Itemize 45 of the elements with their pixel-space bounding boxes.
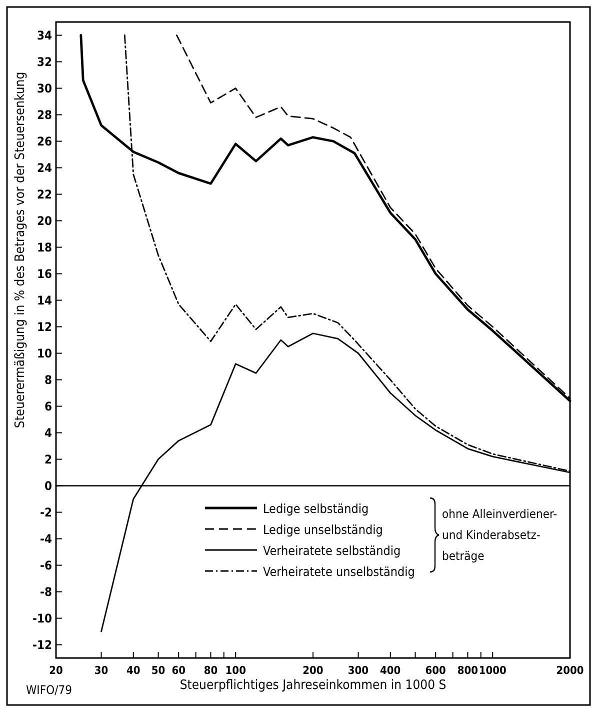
y-tick-label: 18 (36, 240, 52, 254)
x-tick-label: 30 (94, 664, 108, 677)
y-tick-label: -2 (40, 505, 52, 520)
x-tick-label: 800 (457, 664, 478, 677)
legend-label: Verheiratete selbständig (263, 543, 401, 558)
y-tick-label: 34 (36, 28, 52, 42)
y-tick-label: -8 (40, 584, 52, 599)
x-tick-label: 400 (380, 664, 401, 677)
y-tick-label: 2 (44, 452, 52, 466)
x-tick-label: 1000 (478, 664, 507, 677)
y-tick-label: 30 (36, 81, 52, 96)
x-tick-label: 2000 (556, 664, 584, 677)
x-tick-label: 100 (225, 664, 246, 677)
y-tick-label: -12 (32, 638, 52, 652)
y-tick-label: 8 (44, 372, 52, 387)
x-tick-label: 80 (204, 664, 218, 677)
y-tick-label: -6 (40, 558, 52, 572)
x-tick-label: 60 (172, 664, 186, 677)
y-tick-label: 14 (36, 293, 52, 308)
x-tick-label: 600 (425, 664, 446, 677)
text: WIFO/79 (26, 683, 72, 697)
y-axis-title: Steuerermäßigung in % des Betrages vor der Steuersenkung (13, 72, 28, 428)
legend-label: Ledige selbständig (263, 501, 369, 516)
y-tick-label: -10 (32, 611, 52, 626)
y-tick-label: 24 (36, 160, 52, 175)
y-tick-label: 28 (36, 108, 52, 122)
x-tick-label: 300 (348, 664, 369, 677)
x-tick-label: 200 (302, 664, 324, 677)
y-tick-label: 0 (44, 478, 52, 493)
y-tick-label: 20 (36, 214, 52, 228)
legend-label: Ledige unselbständig (263, 522, 383, 537)
y-tick-label: 4 (44, 426, 52, 440)
x-tick-label: 50 (151, 664, 166, 677)
y-tick-label: -4 (40, 532, 52, 546)
y-tick-label: 16 (36, 266, 52, 281)
y-tick-label: 32 (36, 54, 52, 69)
legend-label: Verheiratete unselbständig (263, 564, 415, 579)
y-tick-label: 22 (36, 187, 52, 202)
y-tick-label: 26 (36, 134, 52, 148)
y-tick-label: 6 (44, 399, 52, 414)
y-tick-label: 12 (36, 320, 52, 334)
x-axis-title: Steuerpflichtiges Jahreseinkommen in 1000 S (180, 678, 446, 693)
y-tick-label: 10 (36, 346, 52, 360)
annotation: ohne Alleinverdiener- und Kinderabsetz- beträge (442, 507, 558, 563)
x-tick-label: 40 (126, 664, 140, 677)
